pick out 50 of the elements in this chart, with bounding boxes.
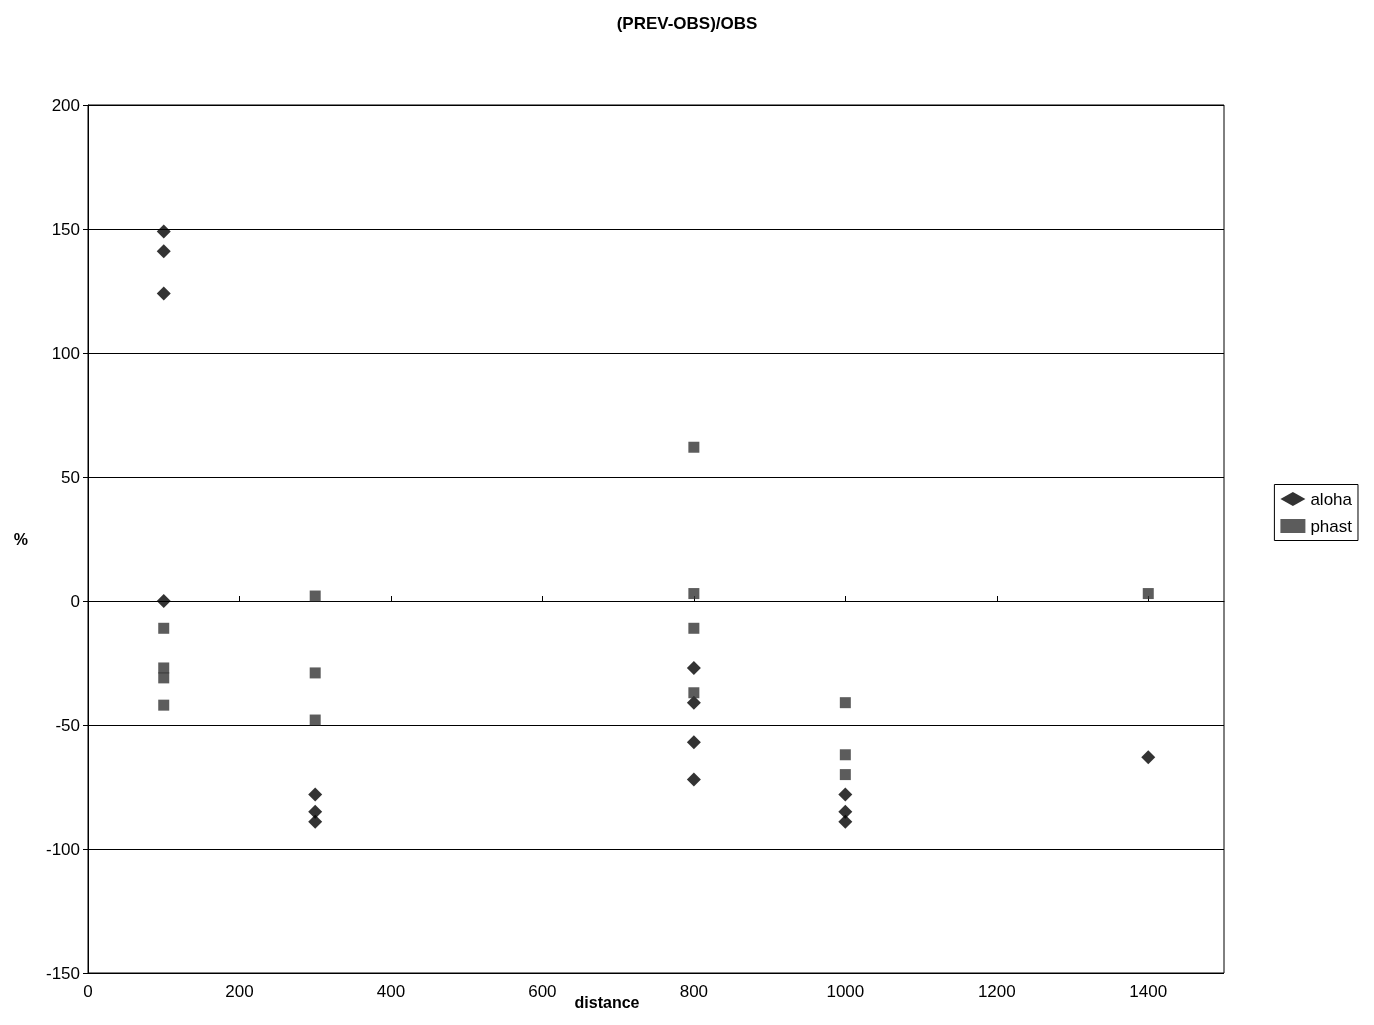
point [688,687,700,699]
y-tick-label: 200 [51,95,80,115]
y-tick-label: 100 [51,343,80,363]
point [688,622,700,634]
point [838,814,853,829]
point [158,662,170,674]
y-tick-label: 50 [61,467,80,487]
legend-label: aloha [1310,489,1353,509]
point [839,769,851,781]
x-tick-label: 400 [376,982,406,1001]
point [688,588,700,600]
point [838,804,853,819]
point [156,244,171,259]
point [309,667,321,679]
y-tick-label: -50 [55,715,80,735]
point [156,224,171,239]
x-tick-label: 1200 [977,982,1016,1001]
x-tick-label: 1000 [826,982,865,1001]
point [309,590,321,602]
y-tick-label: -100 [45,839,80,859]
point [158,672,170,684]
x-tick-label: 600 [528,982,557,1001]
point [839,749,851,761]
point [839,697,851,709]
point [688,441,700,453]
point [686,735,701,750]
chart-title: (PREV-OBS)/OBS [616,14,758,33]
point [156,594,171,608]
point [158,622,170,634]
x-tick-label: 200 [225,982,254,1001]
point [308,787,323,802]
point [686,660,701,675]
y-tick-label: 150 [51,219,80,239]
point [686,695,701,710]
x-tick-label: 1400 [1129,982,1168,1001]
x-tick-label: 0 [83,982,93,1001]
point [686,772,701,787]
legend-label: phast [1310,516,1353,536]
x-axis-title: distance [574,993,640,1011]
point [1142,588,1154,600]
point [838,787,853,802]
y-tick-label: 0 [70,591,80,611]
y-axis-title: % [13,530,28,548]
point [309,714,321,726]
x-tick-label: 800 [679,982,709,1001]
point [158,699,170,711]
point [308,814,323,829]
point [1141,750,1156,765]
point [156,286,171,301]
y-tick-label: -150 [45,963,80,983]
